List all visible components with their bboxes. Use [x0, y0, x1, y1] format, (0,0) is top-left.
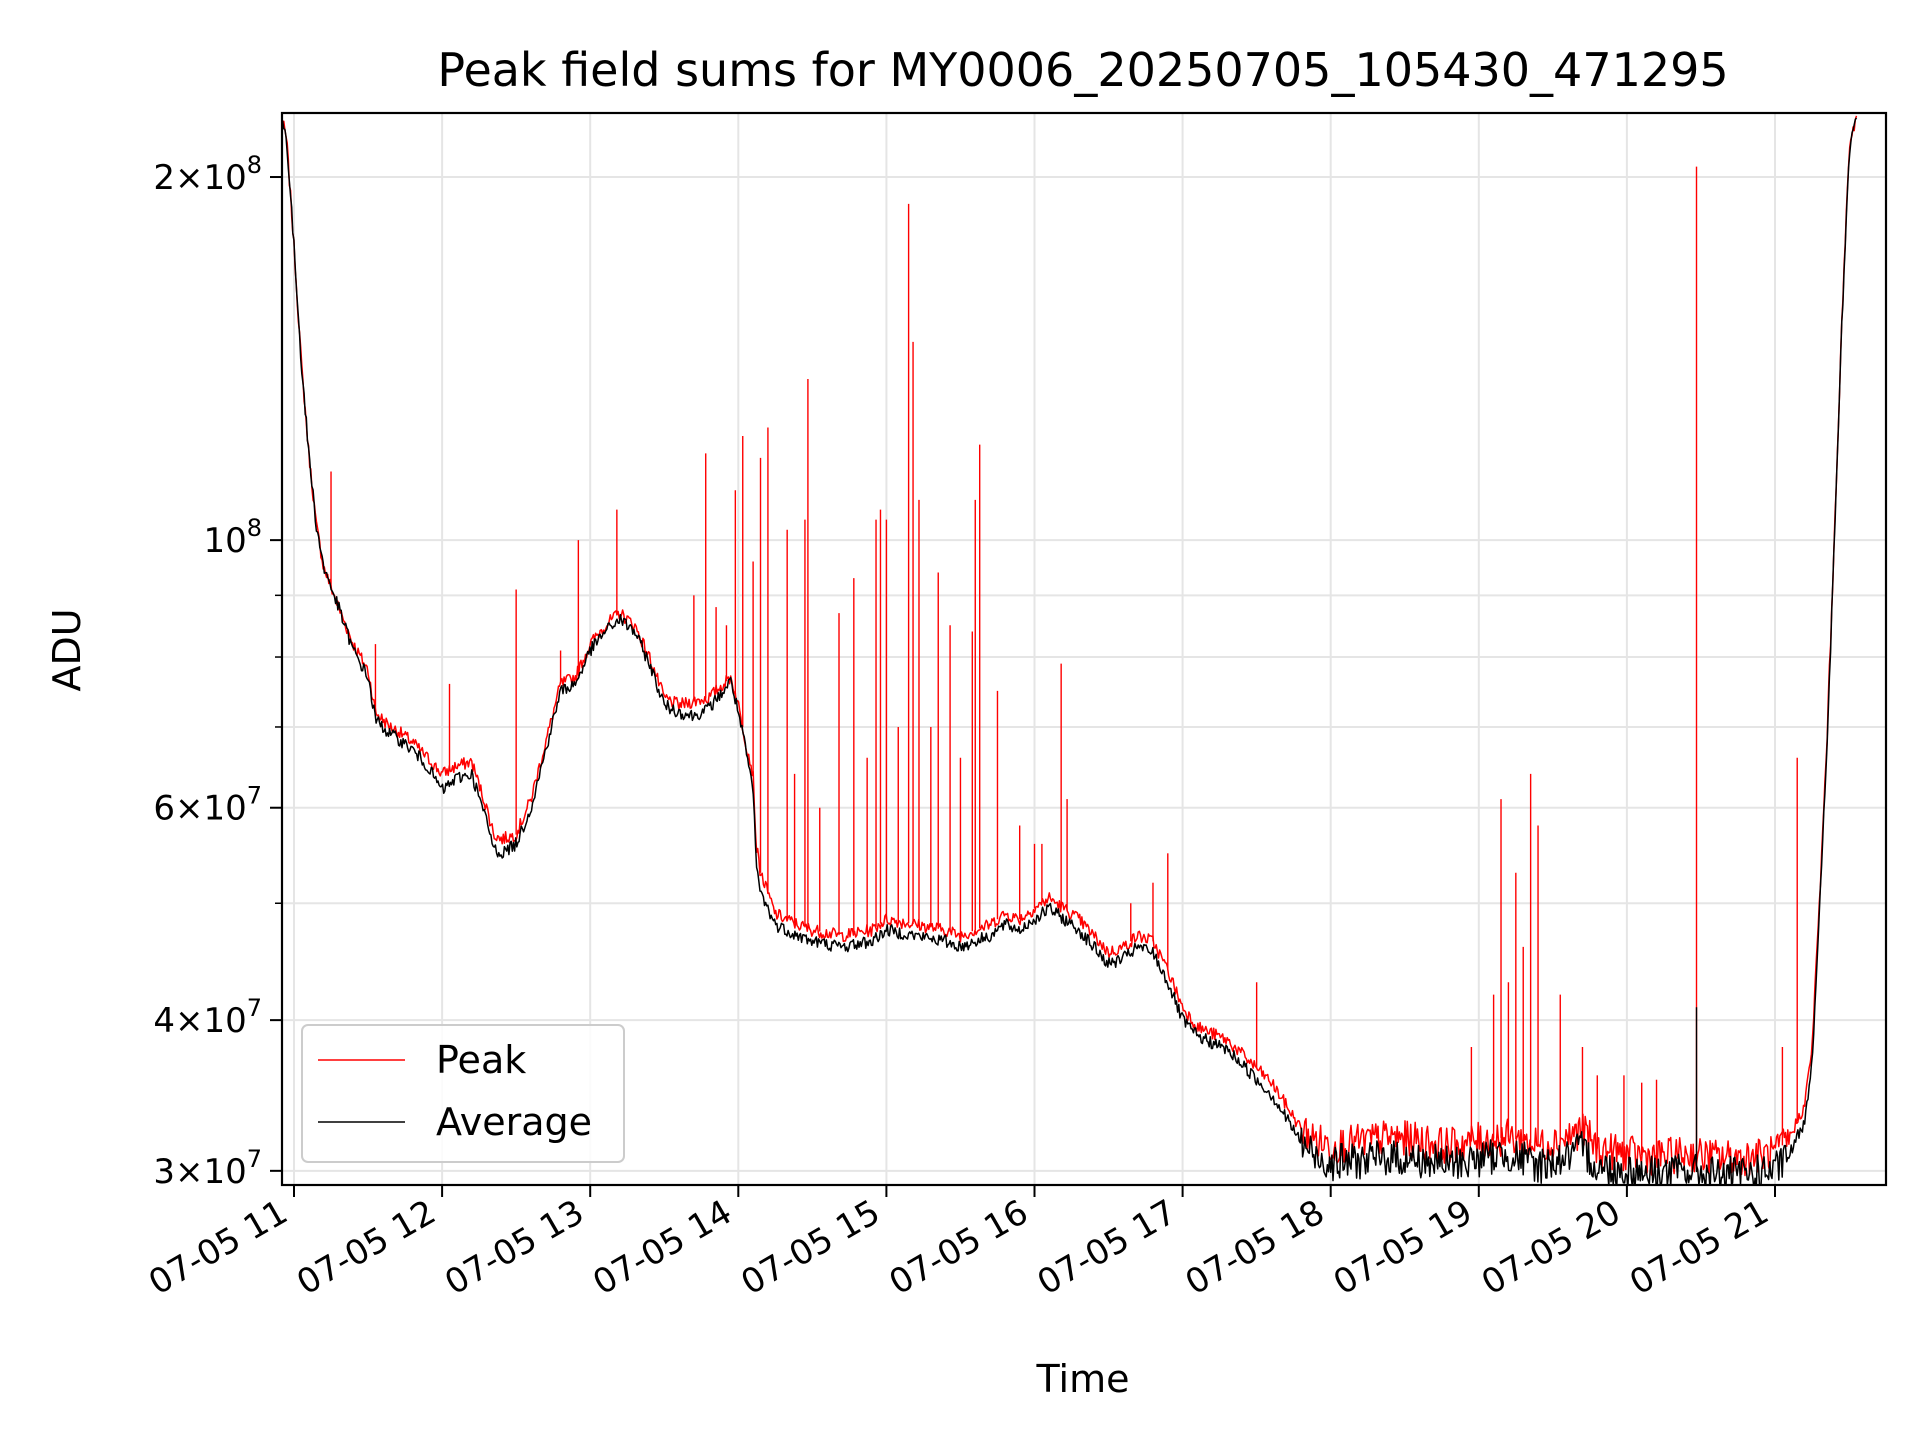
series-average [282, 117, 1858, 1185]
y-axis-label: ADU [45, 608, 89, 691]
x-tick-label: 07-05 14 [586, 1192, 738, 1303]
x-axis-label: Time [1036, 1357, 1130, 1401]
x-tick-label: 07-05 17 [1031, 1192, 1183, 1303]
x-tick-label: 07-05 21 [1623, 1192, 1775, 1303]
legend-peak-label: Peak [436, 1038, 526, 1082]
series-line-peak [282, 115, 1858, 1177]
y-tick-label: 6×107 [153, 782, 262, 829]
series-peak [282, 115, 1858, 1177]
y-tick-label: 2×108 [153, 151, 262, 198]
legend: Peak Average [301, 1024, 625, 1163]
x-tick-label: 07-05 12 [290, 1192, 442, 1303]
x-tick-label: 07-05 15 [735, 1192, 887, 1303]
chart-title: Peak field sums for MY0006_20250705_1054… [437, 43, 1728, 97]
x-tick-label: 07-05 16 [883, 1192, 1035, 1303]
x-tick-label: 07-05 13 [438, 1192, 590, 1303]
y-axis: 2×108 108 6×107 4×107 3×107 [153, 151, 282, 1192]
y-tick-label: 108 [203, 514, 262, 561]
series-line-average [282, 117, 1858, 1185]
plot-area [282, 115, 1858, 1185]
legend-average-label: Average [436, 1100, 592, 1144]
plot-frame [280, 111, 1888, 1187]
x-tick-label: 07-05 19 [1327, 1192, 1479, 1303]
y-tick-label: 4×107 [153, 994, 262, 1041]
x-tick-label: 07-05 18 [1179, 1192, 1331, 1303]
y-tick-label: 3×107 [153, 1145, 262, 1192]
x-tick-label: 07-05 20 [1475, 1192, 1627, 1303]
grid-lines [282, 113, 1886, 1185]
x-tick-label: 07-05 11 [142, 1192, 294, 1303]
